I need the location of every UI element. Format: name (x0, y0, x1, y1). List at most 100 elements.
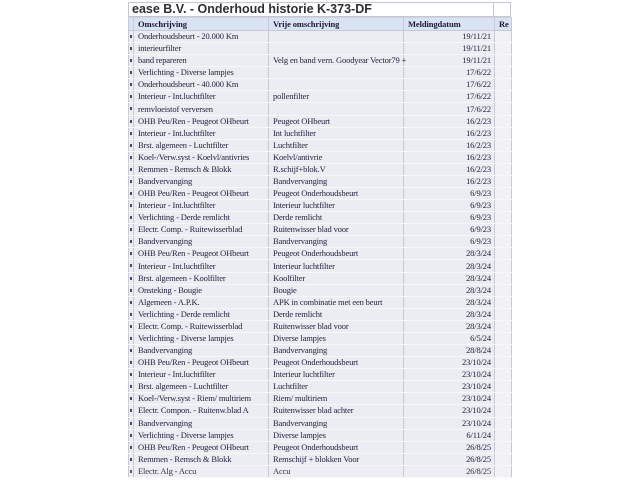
table-row: OHB Peu/Ren - Peugeot OHbeurt Peugeot OHb… (128, 115, 512, 128)
cell-vrije-omschrijving: Bandvervanging (268, 417, 404, 430)
cell-meldingdatum: 26/8/25 (403, 441, 495, 454)
row-marker-cell (128, 417, 134, 430)
table-row: Interieur - Int.luchtfilter Interieur luc… (128, 259, 512, 273)
table-row: Brst. algemeen - Luchtfilter Luchtfilter 2… (128, 380, 512, 394)
cell-trailing (494, 54, 512, 68)
row-marker-cell (128, 187, 134, 201)
cell-trailing (494, 404, 512, 418)
cell-meldingdatum: 28/3/24 (403, 284, 495, 297)
row-marker-cell (128, 247, 134, 261)
cell-vrije-omschrijving (268, 66, 404, 80)
cell-omschrijving: interieurfilter (133, 42, 269, 56)
cell-trailing (494, 320, 512, 333)
cell-vrije-omschrijving (268, 30, 404, 44)
cell-trailing (494, 78, 512, 92)
cell-vrije-omschrijving: Riem/ multiriem (268, 392, 404, 406)
table-header: Omschrijving Vrije omschrijving Meldingd… (128, 17, 512, 31)
cell-trailing (494, 30, 512, 44)
cell-meldingdatum: 28/3/24 (403, 272, 495, 285)
cell-omschrijving: OHB Peu/Ren - Peugeot OHbeurt (133, 247, 269, 261)
cell-meldingdatum: 16/2/23 (403, 139, 495, 152)
cell-meldingdatum: 6/9/23 (403, 223, 495, 237)
cell-vrije-omschrijving: Velg en band vern. Goodyear Vector79 + (268, 54, 406, 68)
cell-meldingdatum: 28/3/24 (403, 320, 495, 333)
cell-omschrijving: Bandvervanging (133, 417, 269, 430)
cell-meldingdatum: 28/3/24 (403, 296, 495, 309)
row-marker-cell (128, 78, 134, 92)
row-marker-cell (128, 259, 134, 273)
cell-omschrijving: Verlichting - Derde remlicht (133, 211, 269, 225)
cell-meldingdatum: 23/10/24 (403, 356, 495, 370)
table-row: Koel-/Verw.syst - Koelvl/antivries Koelvl… (128, 151, 512, 164)
cell-trailing (494, 259, 512, 273)
header-vrije-omschrijving: Vrije omschrijving (268, 17, 404, 31)
cell-meldingdatum: 17/6/22 (403, 66, 495, 80)
cell-meldingdatum: 17/6/22 (403, 78, 495, 92)
cell-omschrijving: Bandvervanging (133, 344, 269, 358)
row-marker-cell (128, 90, 134, 104)
cell-vrije-omschrijving: Koolfilter (268, 272, 404, 285)
cell-vrije-omschrijving: Luchtfilter (268, 380, 404, 394)
cell-omschrijving: Electr. Alg - Accu (133, 465, 269, 478)
table-row: Algemeen - A.P.K. APK in combinatie met e… (128, 296, 512, 309)
cell-vrije-omschrijving: Interieur luchtfilter (268, 368, 404, 382)
table-row: Bandvervanging Bandvervanging 6/9/23 (128, 235, 512, 249)
row-marker-cell (128, 223, 134, 237)
row-marker-cell (128, 344, 134, 358)
cell-trailing (494, 453, 512, 466)
cell-omschrijving: Verlichting - Diverse lampjes (133, 66, 269, 80)
cell-trailing (494, 272, 512, 285)
cell-meldingdatum: 6/9/23 (403, 199, 495, 213)
cell-omschrijving: Electr. Compon. - Ruitenw.blad A (133, 404, 269, 418)
cell-omschrijving: Algemeen - A.P.K. (133, 296, 269, 309)
header-row: Omschrijving Vrije omschrijving Meldingd… (128, 17, 512, 31)
table-row: Verlichting - Diverse lampjes 17/6/22 (128, 66, 512, 80)
cell-meldingdatum: 19/11/21 (403, 54, 495, 68)
row-marker-cell (128, 332, 134, 346)
cell-vrije-omschrijving: Bandvervanging (268, 235, 404, 249)
cell-trailing (494, 247, 512, 261)
cell-meldingdatum: 23/10/24 (403, 404, 495, 418)
cell-omschrijving: Bandvervanging (133, 235, 269, 249)
cell-vrije-omschrijving: Int luchtfilter (268, 127, 404, 140)
table-row: Interieur - Int.luchtfilter Int luchtfilt… (128, 127, 512, 140)
header-meldingdatum: Meldingdatum (403, 17, 495, 31)
table-row: Bandvervanging Bandvervanging 28/8/24 (128, 344, 512, 358)
cell-trailing (494, 296, 512, 309)
row-marker-cell (128, 368, 134, 382)
cell-meldingdatum: 6/9/23 (403, 211, 495, 225)
cell-meldingdatum: 6/9/23 (403, 187, 495, 201)
cell-trailing (494, 187, 512, 201)
cell-omschrijving: OHB Peu/Ren - Peugeot OHbeurt (133, 115, 269, 128)
cell-omschrijving: Interieur - Int.luchtfilter (133, 259, 269, 273)
cell-meldingdatum: 23/10/24 (403, 380, 495, 394)
cell-trailing (494, 175, 512, 189)
cell-omschrijving: Electr. Comp. - Ruitewisserblad (133, 223, 269, 237)
cell-meldingdatum: 17/6/22 (403, 102, 495, 116)
cell-vrije-omschrijving: Peugeot Onderhoudsbeurt (268, 247, 404, 261)
cell-omschrijving: Electr. Comp. - Ruitewisserblad (133, 320, 269, 333)
cell-omschrijving: Bandvervanging (133, 175, 269, 189)
maintenance-history-report: ease B.V. - Onderhoud historie K-373-DF … (128, 2, 512, 478)
table-row: Koel-/Verw.syst - Riem/ multiriem Riem/ m… (128, 392, 512, 406)
title-trailing-cell (494, 2, 511, 17)
cell-trailing (494, 465, 512, 478)
cell-meldingdatum: 23/10/24 (403, 417, 495, 430)
row-marker-cell (128, 441, 134, 454)
table-row: Electr. Compon. - Ruitenw.blad A Ruitenwi… (128, 404, 512, 418)
cell-vrije-omschrijving (268, 78, 404, 92)
table-row: remvloeistof verversen 17/6/22 (128, 102, 512, 116)
cell-omschrijving: OHB Peu/Ren - Peugeot OHbeurt (133, 441, 269, 454)
cell-vrije-omschrijving (268, 102, 404, 116)
report-title: ease B.V. - Onderhoud historie K-373-DF (128, 2, 494, 17)
cell-trailing (494, 332, 512, 346)
cell-vrije-omschrijving: Koelvl/antivrie (268, 151, 404, 164)
row-marker-cell (128, 235, 134, 249)
cell-omschrijving: OHB Peu/Ren - Peugeot OHbeurt (133, 187, 269, 201)
table-row: Interieur - Int.luchtfilter pollenfilter 1… (128, 90, 512, 104)
cell-trailing (494, 235, 512, 249)
table-row: Onderhoudsbeurt - 20.000 Km 19/11/21 (128, 30, 512, 44)
cell-omschrijving: Onsteking - Bougie (133, 284, 269, 297)
cell-vrije-omschrijving: APK in combinatie met een beurt (268, 296, 404, 309)
